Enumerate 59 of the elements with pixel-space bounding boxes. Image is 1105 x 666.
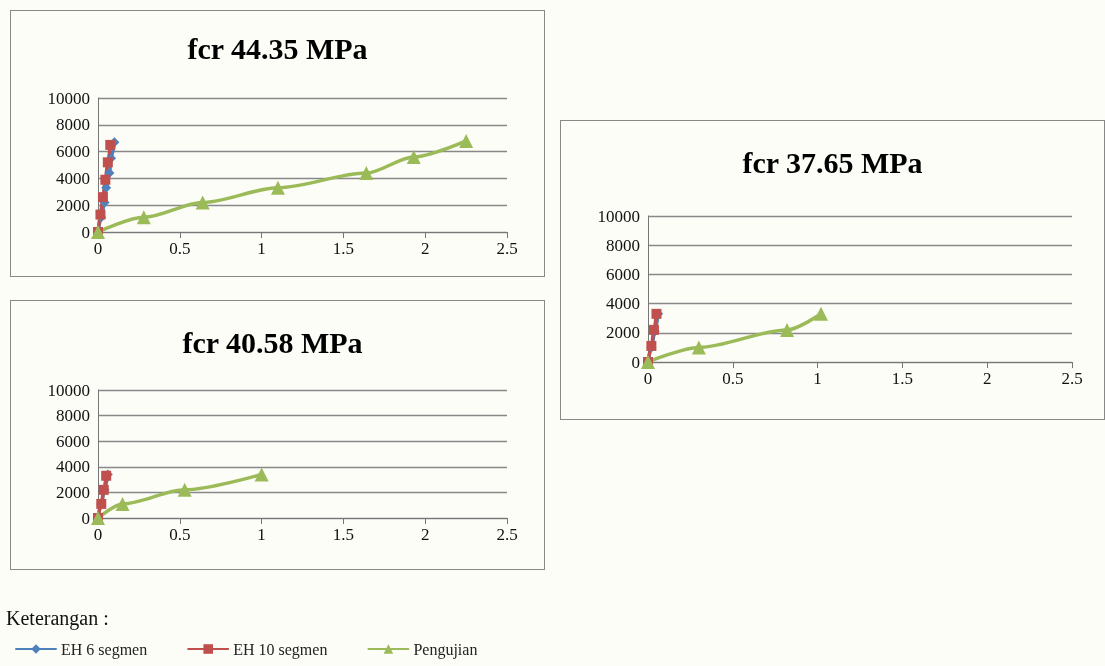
x-tick-label: 1 bbox=[813, 369, 822, 388]
y-tick-label: 10000 bbox=[47, 380, 90, 400]
legend-label: EH 10 segmen bbox=[233, 640, 328, 659]
x-tick-label: 2.5 bbox=[1061, 369, 1083, 388]
point bbox=[115, 496, 130, 511]
chart-title: fcr 40.58 MPa bbox=[182, 325, 363, 359]
x-tick-label: 1.5 bbox=[332, 525, 355, 544]
point bbox=[813, 306, 828, 321]
y-tick-label: 6000 bbox=[56, 142, 90, 162]
point bbox=[100, 174, 111, 185]
x-tick-label: 2.5 bbox=[496, 525, 518, 544]
point bbox=[780, 322, 795, 337]
x-tick-label: 2 bbox=[420, 525, 430, 544]
x-tick-label: 0 bbox=[93, 239, 103, 258]
text: Keterangan : bbox=[6, 607, 109, 630]
point bbox=[459, 133, 474, 148]
point bbox=[254, 467, 269, 482]
point bbox=[270, 180, 285, 195]
y-tick-label: 8000 bbox=[56, 115, 90, 135]
x-tick-label: 2 bbox=[420, 239, 430, 258]
point bbox=[136, 210, 151, 225]
point bbox=[97, 192, 108, 203]
x-tick-label: 1.5 bbox=[332, 239, 355, 258]
point bbox=[691, 340, 706, 355]
point bbox=[177, 482, 192, 497]
y-tick-label: 6000 bbox=[606, 264, 640, 284]
y-tick-label: 2000 bbox=[56, 195, 90, 215]
x-tick-label: 0.5 bbox=[169, 239, 191, 258]
chart-title: fcr 37.65 MPa bbox=[742, 145, 923, 179]
point bbox=[359, 166, 374, 181]
point bbox=[195, 195, 210, 210]
y-tick-label: 6000 bbox=[56, 431, 90, 451]
y-tick-label: 8000 bbox=[56, 406, 90, 426]
y-tick-label: 10000 bbox=[597, 206, 640, 226]
x-tick-label: 1 bbox=[257, 525, 266, 544]
y-tick-label: 2000 bbox=[56, 482, 90, 502]
x-tick-label: 1.5 bbox=[891, 369, 914, 388]
x-tick-label: 1 bbox=[257, 239, 266, 258]
x-tick-label: 0.5 bbox=[722, 369, 744, 388]
legend-label: EH 6 segmen bbox=[61, 640, 148, 659]
x-tick-label: 0 bbox=[643, 369, 653, 388]
x-tick-label: 0.5 bbox=[169, 525, 191, 544]
x-tick-label: 2 bbox=[982, 369, 992, 388]
y-tick-label: 8000 bbox=[606, 235, 640, 255]
y-tick-label: 4000 bbox=[56, 457, 90, 477]
y-tick-label: 0 bbox=[81, 222, 90, 242]
y-tick-label: 2000 bbox=[606, 323, 640, 343]
y-tick-label: 4000 bbox=[56, 168, 90, 188]
x-tick-label: 2.5 bbox=[496, 239, 518, 258]
legend-label: Pengujian bbox=[413, 640, 478, 659]
y-tick-label: 0 bbox=[81, 508, 90, 528]
chart-title: fcr 44.35 MPa bbox=[187, 31, 368, 65]
x-tick-label: 0 bbox=[93, 525, 103, 544]
y-tick-label: 4000 bbox=[606, 294, 640, 314]
y-tick-label: 0 bbox=[631, 352, 640, 372]
point bbox=[102, 157, 113, 168]
point bbox=[406, 149, 421, 164]
point bbox=[105, 139, 116, 150]
y-tick-label: 10000 bbox=[47, 88, 90, 108]
